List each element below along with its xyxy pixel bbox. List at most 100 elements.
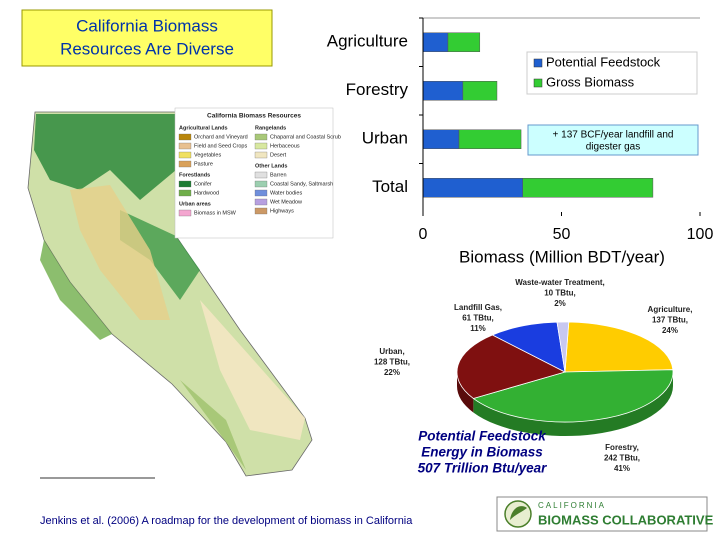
- x-tick-label: 50: [553, 226, 571, 243]
- logo-frame: [496, 496, 708, 532]
- slide-title: California Biomass: [76, 16, 218, 35]
- pie-chart: Agriculture, 137 TBtu,24% Forestry, 242 TBt…: [374, 278, 692, 475]
- map-legend-label: Conifer: [194, 181, 212, 187]
- map-legend-label: Hardwood: [194, 190, 219, 196]
- pie-slice: [472, 369, 674, 423]
- logo-bottom: BIOMASS COLLABORATIVE: [538, 512, 714, 527]
- category-label: Total: [372, 177, 408, 196]
- map-legend-label: Field and Seed Crops: [194, 143, 247, 149]
- pie-slice: [556, 321, 570, 373]
- map-legend-swatch: [178, 142, 192, 150]
- map-legend-swatch: [254, 151, 268, 159]
- pie-label: 22%: [384, 368, 400, 377]
- pie-label: Urban,: [379, 347, 404, 356]
- pie-label: 242 TBtu,: [604, 454, 640, 463]
- pie-label: 11%: [470, 324, 486, 333]
- pie-label: Forestry,: [605, 443, 639, 452]
- map: [27, 107, 334, 479]
- logo-icon: [504, 500, 532, 528]
- legend-swatch: [533, 58, 543, 68]
- bar-segment: [462, 81, 498, 101]
- map-legend-swatch: [254, 207, 268, 215]
- logo-top: CALIFORNIA: [538, 501, 606, 510]
- map-legend-label: Coastal Sandy, Saltmarsh: [270, 181, 333, 187]
- pie-slice-side: [473, 372, 673, 437]
- bar-segment: [422, 129, 460, 149]
- map-legend-swatch: [178, 133, 192, 141]
- annotation: digester gas: [586, 142, 640, 153]
- map-legend-swatch: [178, 180, 192, 188]
- bar-segment: [447, 32, 481, 52]
- pie-title: Energy in Biomass: [421, 445, 543, 460]
- map-legend-label: Wet Meadow: [270, 199, 302, 205]
- logo: CALIFORNIA BIOMASS COLLABORATIVE: [496, 496, 714, 532]
- map-legend-swatch: [254, 180, 268, 188]
- map-legend: Agricultural Lands Orchard and Vineyard Fi…: [178, 125, 341, 217]
- map-legend-label: Barren: [270, 172, 287, 178]
- map-legend-group: Rangelands: [255, 125, 286, 131]
- category-label: Urban: [362, 129, 408, 148]
- pie-label: 2%: [554, 299, 566, 308]
- x-tick-label: 100: [687, 226, 714, 243]
- annotation-box: [527, 124, 699, 156]
- map-legend-label: Chaparral and Coastal Scrub: [270, 134, 341, 140]
- map-legend-group: Forestlands: [179, 172, 210, 178]
- bar-segment: [422, 178, 523, 198]
- legend-label: Gross Biomass: [546, 74, 635, 89]
- slide-title: Resources Are Diverse: [60, 39, 234, 58]
- map-legend-swatch: [254, 198, 268, 206]
- pie-label: 137 TBtu,: [652, 316, 688, 325]
- bar-segment: [422, 81, 464, 101]
- pie-label: 24%: [662, 326, 678, 335]
- legend-swatch: [533, 78, 543, 88]
- x-axis-label: Biomass (Million BDT/year): [459, 247, 665, 266]
- pie-slice: [456, 334, 567, 399]
- map-legend-group: Agricultural Lands: [179, 125, 228, 131]
- pie-label: Waste-water Treatment,: [515, 278, 605, 287]
- category-label: Agriculture: [327, 32, 408, 51]
- pie-title: 507 Trillion Btu/year: [418, 461, 548, 476]
- map-legend-label: Herbaceous: [270, 143, 300, 149]
- map-legend-label: Water bodies: [270, 190, 302, 196]
- bar-segment: [522, 178, 654, 198]
- category-label: Forestry: [346, 80, 409, 99]
- map-legend-swatch: [178, 160, 192, 168]
- map-legend-box: [174, 107, 334, 239]
- map-hardwood: [40, 240, 112, 340]
- x-tick-label: 0: [419, 226, 428, 243]
- map-desert: [200, 300, 305, 440]
- bar-segment: [422, 32, 449, 52]
- map-legend-label: Vegetables: [194, 152, 221, 158]
- map-legend-swatch: [254, 133, 268, 141]
- pie-label: 61 TBtu,: [462, 314, 494, 323]
- map-forest: [34, 114, 176, 200]
- map-legend-swatch: [254, 171, 268, 179]
- map-valley: [70, 185, 170, 320]
- pie-slice-side: [457, 372, 474, 413]
- pie-label: Agriculture,: [648, 305, 693, 314]
- map-legend-label: Highways: [270, 208, 294, 214]
- map-forest: [120, 210, 200, 300]
- pie-slice: [564, 321, 674, 373]
- bar-segment: [458, 129, 522, 149]
- map-legend-swatch: [254, 142, 268, 150]
- map-legend-swatch: [178, 209, 192, 217]
- map-legend-label: Pasture: [194, 161, 213, 167]
- annotation: + 137 BCF/year landfill and: [553, 130, 674, 141]
- bar-chart: Agriculture Forestry Urban Total 0 50 100 Poten…: [327, 17, 714, 243]
- map-legend-label: Orchard and Vineyard: [194, 134, 248, 140]
- pie-label: Landfill Gas,: [454, 303, 502, 312]
- logo-leaf: [510, 506, 527, 520]
- map-legend-group: Urban areas: [179, 201, 211, 207]
- legend-box: [526, 51, 698, 95]
- map-legend-group: Other Lands: [255, 163, 287, 169]
- map-legend-swatch: [178, 151, 192, 159]
- legend-label: Potential Feedstock: [546, 54, 661, 69]
- pie-label: 10 TBtu,: [544, 289, 576, 298]
- map-title: California Biomass Resources: [207, 113, 301, 120]
- citation: Jenkins et al. (2006) A roadmap for the …: [40, 515, 413, 527]
- pie-title: Potential Feedstock: [418, 429, 547, 444]
- map-legend-swatch: [178, 189, 192, 197]
